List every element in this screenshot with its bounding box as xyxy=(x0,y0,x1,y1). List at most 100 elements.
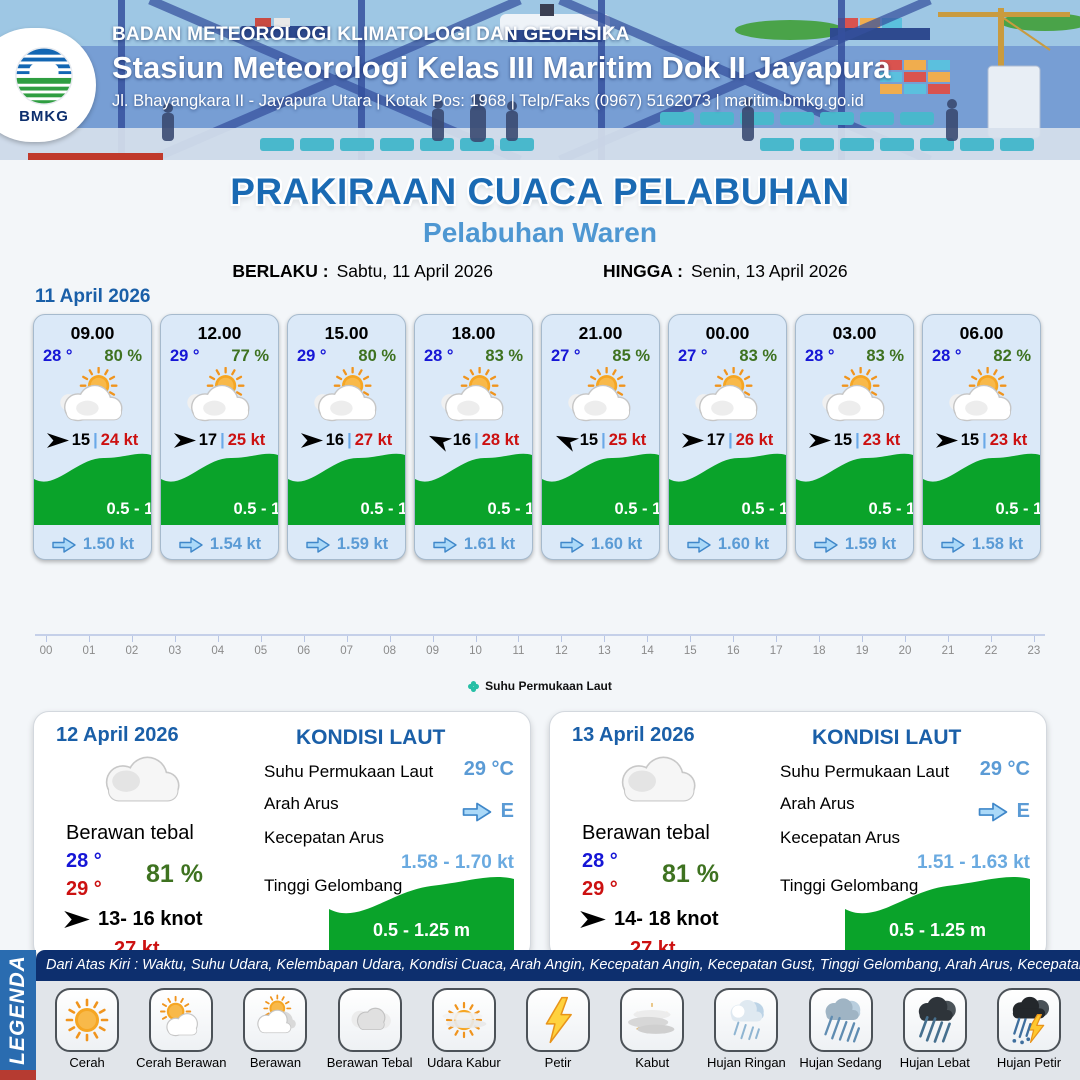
wind-direction-icon xyxy=(64,911,90,928)
sst-value: 29 °C xyxy=(463,758,514,780)
timeline-section: 00 01 02 03 04 05 06 07 08 09 10 11 12 1… xyxy=(35,634,1045,693)
sst-legend: Suhu Permukaan Laut xyxy=(35,679,1045,693)
wind-gust: 25 kt xyxy=(608,430,647,449)
wave-height: 0.5 - 1.25 m xyxy=(372,920,471,940)
daily-temp-max: 29 ° xyxy=(66,878,102,900)
current-direction-icon xyxy=(305,536,331,554)
bmkg-logo-text: BMKG xyxy=(19,108,69,125)
berawan-icon xyxy=(243,988,308,1052)
legend-item-label: Berawan Tebal xyxy=(326,1055,413,1070)
daily-temp-min: 28 ° xyxy=(582,850,618,872)
legend-item-label: Petir xyxy=(544,1055,572,1070)
sea-heading: KONDISI LAUT xyxy=(812,726,962,749)
current-speed: 1.50 kt xyxy=(82,535,135,553)
wave-height: 0.5 - 1.25 m xyxy=(233,500,279,518)
wave-band: 0.5 - 1.25 m xyxy=(288,443,405,525)
legend-item: Hujan Petir xyxy=(982,988,1076,1080)
legend-item-label: Hujan Lebat xyxy=(899,1055,970,1070)
daily-humidity: 81 % xyxy=(662,860,719,888)
sst-label: Suhu Permukaan Laut xyxy=(264,762,434,781)
wind-separator: | xyxy=(855,430,860,449)
berawan-tebal-icon xyxy=(602,748,710,815)
current-direction-icon xyxy=(940,536,966,554)
legend-item: Hujan Ringan xyxy=(699,988,793,1080)
hour-tick: 05 xyxy=(250,636,272,657)
hour-tick: 17 xyxy=(765,636,787,657)
current-speed-value: 1.51 - 1.63 kt xyxy=(916,852,1030,873)
wind-speed: 15 xyxy=(579,430,599,449)
legend-item: Berawan xyxy=(228,988,322,1080)
port-name: Pelabuhan Waren xyxy=(423,217,657,248)
current-speed: 1.59 kt xyxy=(844,535,897,553)
wind-speed: 17 xyxy=(706,430,726,449)
valid-to-label: HINGGA : xyxy=(602,261,683,281)
wave-height: 0.5 - 1.25 m xyxy=(614,500,660,518)
daily-date: 13 April 2026 xyxy=(572,724,695,746)
wave-height: 0.5 - 1.25 m xyxy=(106,500,152,518)
hujan-lebat-icon xyxy=(902,988,967,1052)
bmkg-logo: BMKG xyxy=(0,28,96,142)
hour-tick: 06 xyxy=(293,636,315,657)
daily-condition: Berawan tebal xyxy=(66,822,194,844)
hour-tick: 03 xyxy=(164,636,186,657)
current-direction-icon xyxy=(813,536,839,554)
hour-tick: 13 xyxy=(593,636,615,657)
wave-band: 0.5 - 1.25 m xyxy=(34,443,151,525)
current-speed: 1.60 kt xyxy=(590,535,643,553)
wave-band: 0.5 - 1.25 m xyxy=(923,443,1040,525)
wind-gust: 28 kt xyxy=(481,430,520,449)
hour-tick: 20 xyxy=(894,636,916,657)
forecast-cards-row: 09.00 28 °80 % 15|24 kt 0.5 - 1.25 m 1.5… xyxy=(33,314,1047,560)
hour-tick: 00 xyxy=(35,636,57,657)
sst-value: 29 °C xyxy=(979,758,1030,780)
current-dir-letter: E xyxy=(1016,800,1030,822)
forecast-date: 11 April 2026 xyxy=(35,286,151,307)
hour-tick: 19 xyxy=(851,636,873,657)
legend-item: Hujan Lebat xyxy=(888,988,982,1080)
forecast-card: 03.00 28 ° 83 % 15|23 kt 0.5 - 1.25 m 1.5… xyxy=(795,314,914,560)
humidity: 82 % xyxy=(993,347,1031,365)
sst-marker-icon xyxy=(468,680,480,692)
current-speed: 1.61 kt xyxy=(463,535,516,553)
valid-from-label: BERLAKU : xyxy=(232,261,329,281)
header: BMKG BADAN METEOROLOGI KLIMATOLOGI DAN G… xyxy=(0,0,1080,160)
sea-heading: KONDISI LAUT xyxy=(296,726,446,749)
forecast-time: 06.00 xyxy=(959,323,1004,343)
wave-band: 0.5 - 1.25 m xyxy=(796,443,913,525)
legend-info-bar: Dari Atas Kiri : Waktu, Suhu Udara, Kele… xyxy=(36,950,1080,981)
wind-speed: 16 xyxy=(452,430,472,449)
hour-tick: 09 xyxy=(422,636,444,657)
daily-date: 12 April 2026 xyxy=(56,724,179,746)
legend-item-label: Hujan Ringan xyxy=(707,1055,786,1070)
current-speed: 1.59 kt xyxy=(336,535,389,553)
wind-gust: 26 kt xyxy=(735,430,774,449)
legend-item-label: Cerah Berawan xyxy=(136,1055,227,1070)
wind-separator: | xyxy=(347,430,352,449)
hour-tick: 11 xyxy=(507,636,529,657)
legend-strip-red-accent xyxy=(0,1070,36,1080)
legend-section: LEGENDA Dari Atas Kiri : Waktu, Suhu Uda… xyxy=(0,950,1080,1080)
daily-temp-min: 28 ° xyxy=(66,850,102,872)
legend-title: LEGENDA xyxy=(6,954,29,1065)
wave-band: 0.5 - 1.25 m xyxy=(669,443,786,525)
legend-item-label: Hujan Petir xyxy=(996,1055,1062,1070)
hour-tick: 01 xyxy=(78,636,100,657)
forecast-time: 03.00 xyxy=(832,323,877,343)
forecast-card: 00.00 27 ° 83 % 17|26 kt 0.5 - 1.25 m 1.6… xyxy=(668,314,787,560)
air-temp: 28 ° xyxy=(43,347,73,365)
valid-from-value: Sabtu, 11 April 2026 xyxy=(336,261,493,281)
daily-card: 13 April 2026 Berawan tebal 28 ° 29 ° 81… xyxy=(549,711,1047,960)
legend-item: Berawan Tebal xyxy=(323,988,417,1080)
hujan-ringan-icon xyxy=(714,988,779,1052)
hour-tick: 02 xyxy=(121,636,143,657)
daily-temp-max: 29 ° xyxy=(582,878,618,900)
station-name: Stasiun Meteorologi Kelas III Maritim Do… xyxy=(112,50,891,85)
cerah-berawan-icon xyxy=(161,367,278,425)
forecast-time: 18.00 xyxy=(451,323,496,343)
sea-conditions: KONDISI LAUT Suhu Permukaan Laut 29 °C A… xyxy=(780,726,1030,951)
wind-speed: 17 xyxy=(198,430,218,449)
current-direction-icon xyxy=(461,801,493,823)
forecast-card: 12.00 29 ° 77 % 17|25 kt 0.5 - 1.25 m 1.5… xyxy=(160,314,279,560)
wind-gust: 24 kt xyxy=(100,430,139,449)
